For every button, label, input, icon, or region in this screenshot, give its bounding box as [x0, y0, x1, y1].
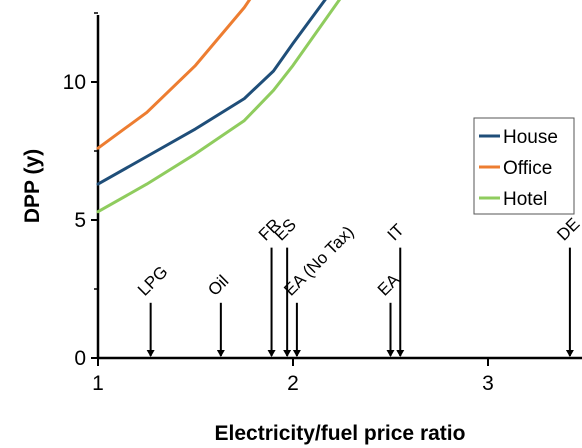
legend: House Office Hotel	[473, 117, 575, 215]
series-line-office	[96, 0, 252, 150]
series-line-house	[96, 0, 327, 186]
annotation-label: DE	[553, 214, 582, 244]
y-tick-label: 10	[63, 71, 86, 94]
annotation-label: IT	[384, 220, 408, 244]
x-tick-label: 1	[92, 372, 104, 395]
legend-label-house: House	[503, 127, 558, 148]
x-tick-label: 2	[287, 372, 299, 395]
y-ticks: 05101520	[63, 12, 98, 370]
y-tick-label: 5	[74, 209, 86, 232]
y-tick-label: 0	[74, 347, 86, 370]
annotation-label: Oil	[204, 271, 232, 299]
series-lines	[96, 0, 342, 214]
legend-label-hotel: Hotel	[503, 189, 547, 210]
x-axis-title: Electricity/fuel price ratio	[215, 422, 466, 445]
axes	[96, 15, 582, 360]
y-axis-title: DPP (y)	[21, 149, 44, 223]
legend-label-office: Office	[503, 158, 552, 179]
x-tick-label: 3	[482, 372, 494, 395]
annotation-label: LPG	[134, 262, 171, 299]
x-ticks: 1 2 3	[92, 358, 494, 395]
series-line-hotel	[96, 0, 342, 214]
